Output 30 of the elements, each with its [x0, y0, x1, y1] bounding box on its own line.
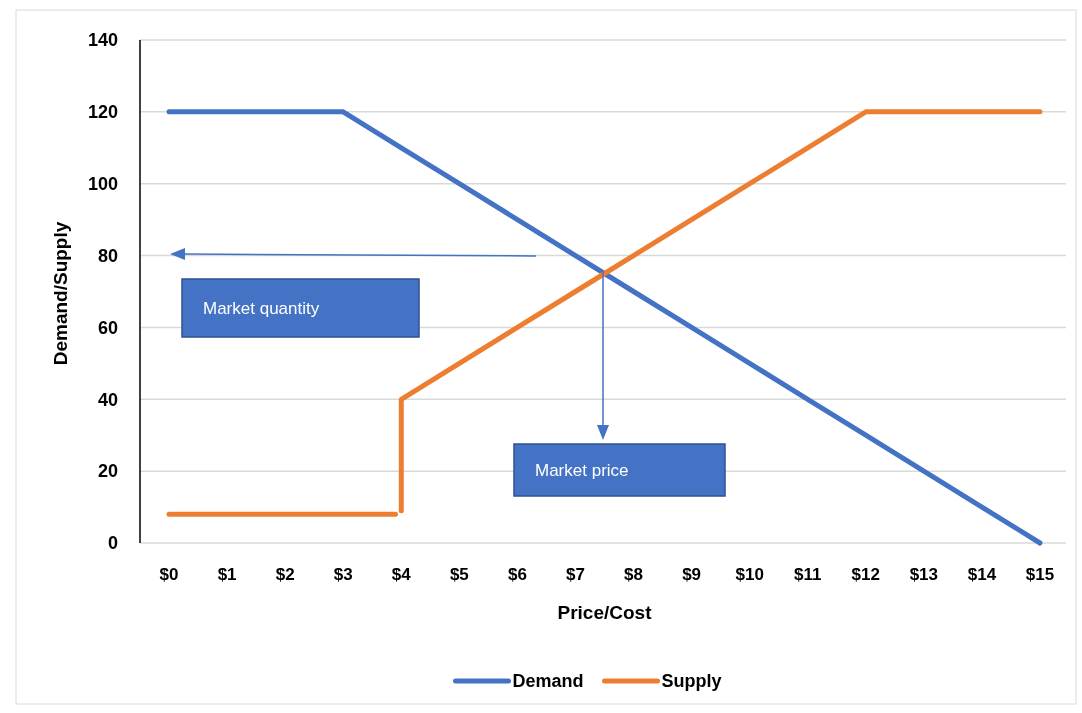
y-tick-label: 40: [97, 389, 118, 410]
x-tick-label: $6: [507, 564, 527, 584]
x-tick-label: $0: [159, 564, 179, 584]
x-tick-label: $10: [735, 564, 764, 584]
y-tick-label: 20: [97, 461, 118, 482]
y-tick-label: 140: [87, 30, 118, 51]
x-tick-label: $1: [217, 564, 237, 584]
x-tick-label: $5: [449, 564, 469, 584]
annotation: Market price: [535, 460, 629, 480]
x-tick-label: $9: [682, 564, 702, 584]
x-tick-label: $14: [967, 564, 997, 584]
x-axis-title: Price/Cost: [557, 601, 653, 623]
x-tick-label: $12: [851, 564, 880, 584]
y-tick-label: 80: [97, 245, 118, 266]
y-tick-label: 120: [87, 102, 118, 123]
x-tick-label: $3: [333, 564, 353, 584]
annotation: Market quantity: [203, 298, 320, 318]
y-tick-label: 100: [87, 174, 118, 195]
y-axis-title: Demand/Supply: [49, 221, 71, 366]
legend-label: Demand: [512, 671, 584, 692]
x-tick-label: $4: [391, 564, 412, 584]
x-tick-label: $2: [275, 564, 295, 584]
x-tick-label: $7: [566, 564, 585, 584]
x-tick-label: $15: [1025, 564, 1055, 584]
y-tick-label: 60: [97, 317, 118, 338]
y-tick-label: 0: [107, 533, 118, 554]
x-tick-label: $13: [909, 564, 939, 584]
x-tick-label: $11: [794, 564, 822, 584]
x-tick-label: $8: [624, 564, 643, 584]
legend-label: Supply: [661, 671, 722, 692]
